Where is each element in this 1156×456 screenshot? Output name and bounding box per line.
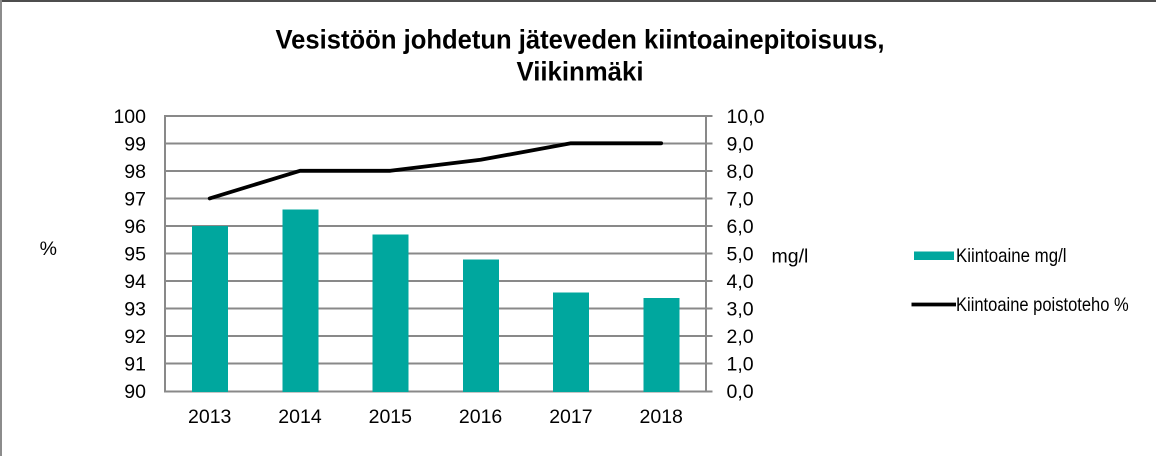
svg-text:10,0: 10,0	[727, 106, 765, 128]
svg-text:92: 92	[124, 326, 146, 348]
svg-text:Viikinmäki: Viikinmäki	[517, 57, 644, 87]
svg-text:97: 97	[124, 188, 146, 210]
svg-text:91: 91	[124, 354, 146, 376]
svg-text:2018: 2018	[640, 406, 683, 428]
svg-text:90: 90	[124, 381, 146, 403]
svg-text:2014: 2014	[278, 406, 322, 428]
svg-text:6,0: 6,0	[727, 216, 754, 238]
svg-text:Kiintoaine mg/l: Kiintoaine mg/l	[956, 245, 1067, 267]
svg-text:0,0: 0,0	[727, 381, 754, 403]
svg-text:2016: 2016	[459, 406, 502, 428]
svg-text:2015: 2015	[369, 406, 413, 428]
svg-text:99: 99	[124, 133, 146, 155]
svg-text:95: 95	[124, 243, 146, 265]
svg-text:Kiintoaine poistoteho %: Kiintoaine poistoteho %	[956, 294, 1129, 316]
svg-text:1,0: 1,0	[727, 354, 754, 376]
svg-text:2,0: 2,0	[727, 326, 754, 348]
svg-text:8,0: 8,0	[727, 161, 754, 183]
svg-text:%: %	[40, 238, 57, 260]
svg-text:Vesistöön johdetun jäteveden k: Vesistöön johdetun jäteveden kiintoainep…	[276, 25, 885, 55]
svg-text:4,0: 4,0	[727, 271, 754, 293]
svg-text:2013: 2013	[188, 406, 231, 428]
svg-text:94: 94	[124, 271, 146, 293]
svg-text:96: 96	[124, 216, 146, 238]
svg-text:98: 98	[124, 161, 146, 183]
svg-text:9,0: 9,0	[727, 133, 754, 155]
svg-text:100: 100	[113, 106, 146, 128]
svg-text:2017: 2017	[549, 406, 592, 428]
svg-text:93: 93	[124, 298, 146, 320]
svg-text:5,0: 5,0	[727, 243, 754, 265]
svg-text:7,0: 7,0	[727, 188, 754, 210]
svg-text:3,0: 3,0	[727, 298, 754, 320]
svg-text:mg/l: mg/l	[772, 246, 809, 268]
